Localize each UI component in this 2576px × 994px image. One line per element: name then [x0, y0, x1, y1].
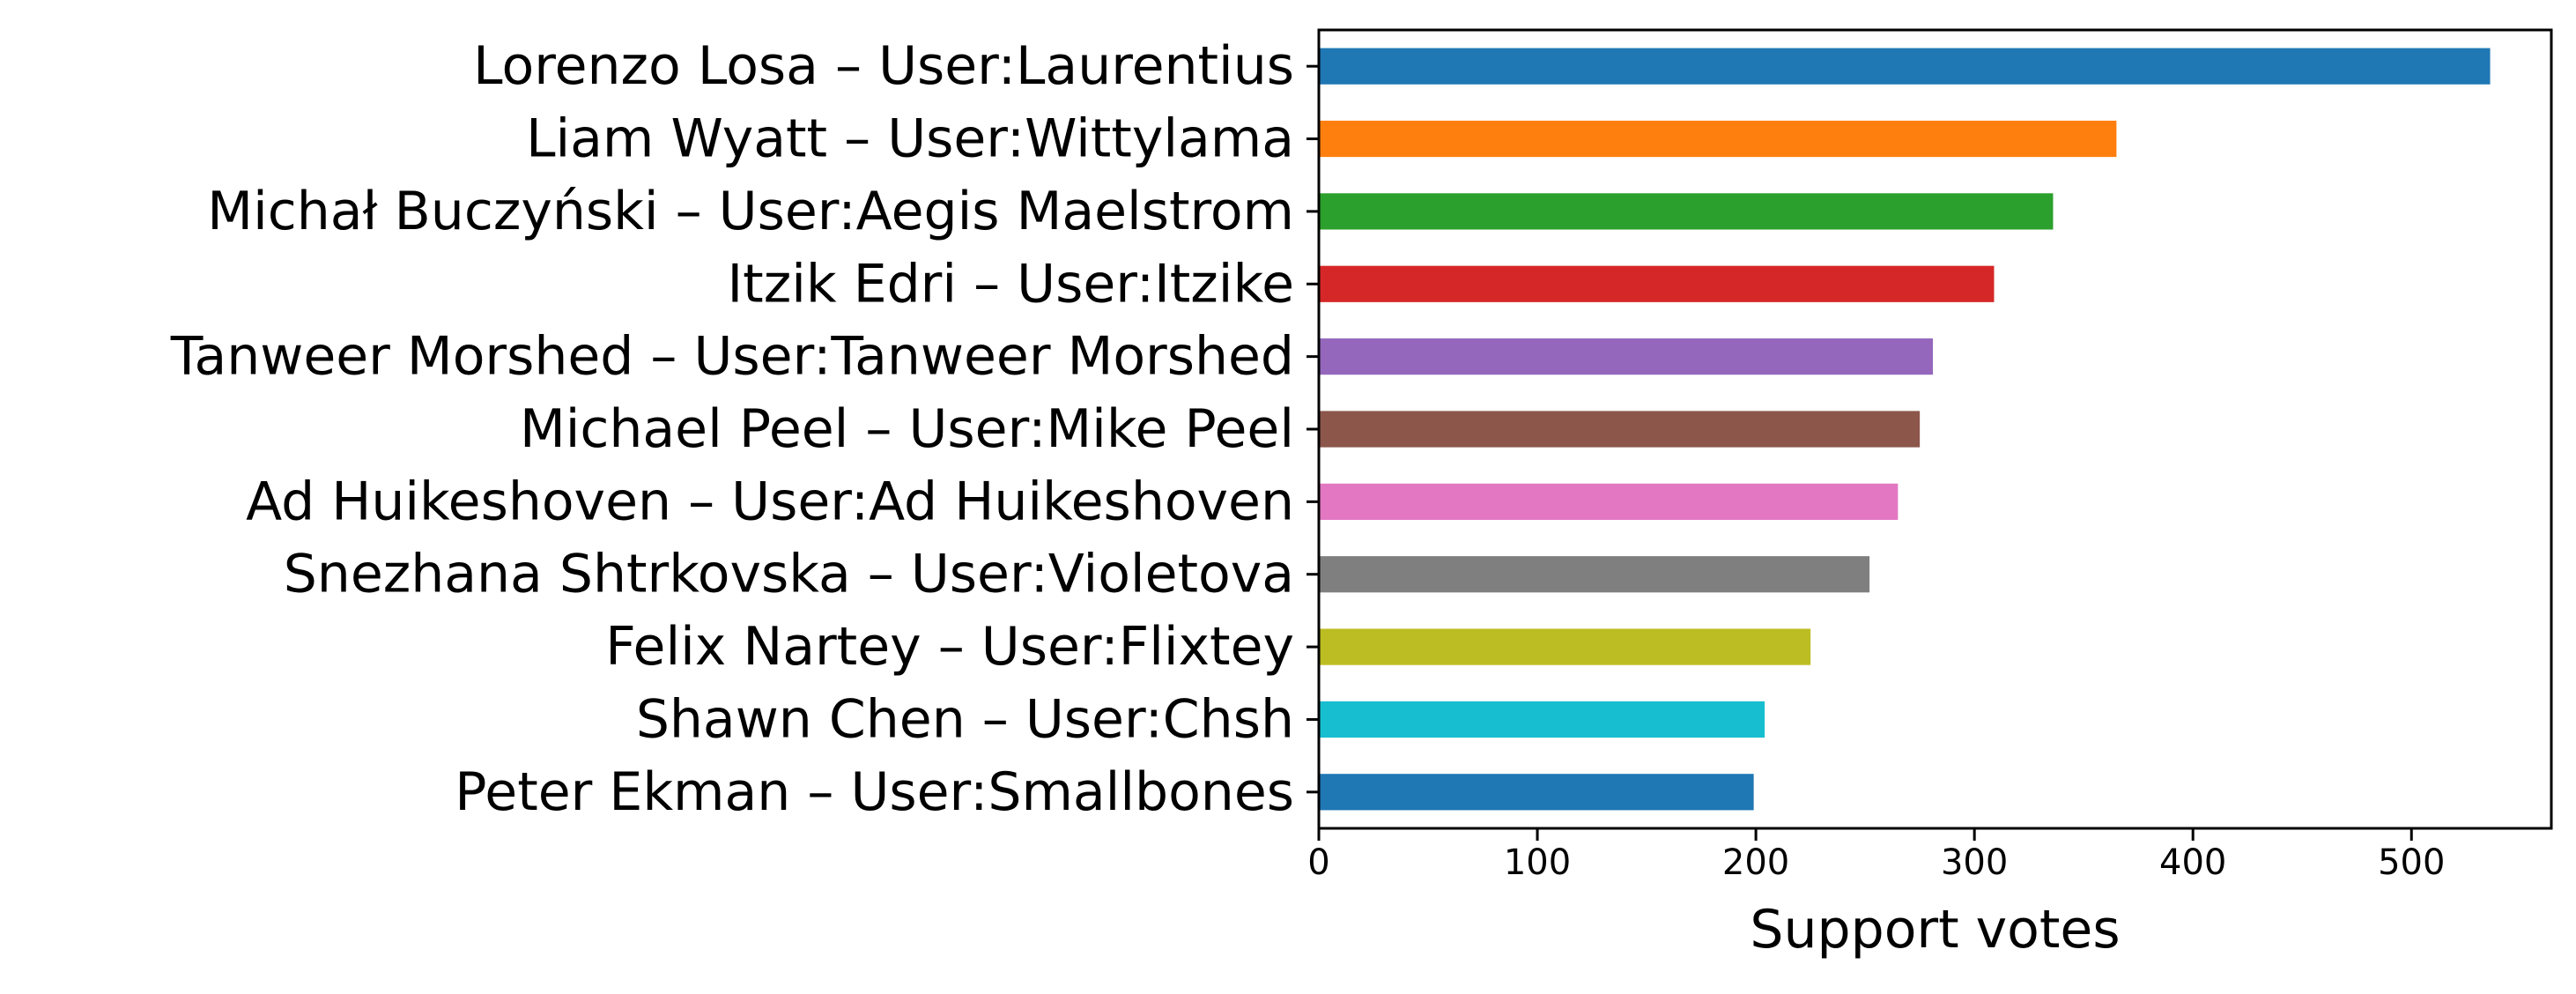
bar — [1319, 628, 1811, 665]
category-label: Ad Huikeshoven – User:Ad Huikeshoven — [246, 471, 1294, 532]
bar — [1319, 265, 1995, 302]
x-tick-label: 100 — [1504, 842, 1571, 883]
bar — [1319, 701, 1765, 738]
bar — [1319, 556, 1870, 593]
bar — [1319, 483, 1899, 520]
bar — [1319, 411, 1921, 448]
x-tick-label: 200 — [1722, 842, 1789, 883]
category-label: Lorenzo Losa – User:Laurentius — [473, 35, 1294, 97]
category-label: Felix Nartey – User:Flixtey — [605, 616, 1294, 678]
category-label: Peter Ekman – User:Smallbones — [455, 761, 1294, 823]
category-label: Michael Peel – User:Mike Peel — [520, 398, 1294, 460]
plot-frame — [1317, 28, 2553, 830]
category-label: Tanweer Morshed – User:Tanweer Morshed — [170, 326, 1294, 388]
bar — [1319, 338, 1934, 375]
x-tick-label: 0 — [1307, 842, 1329, 883]
x-tick-label: 500 — [2378, 842, 2445, 883]
x-tick-label: 300 — [1941, 842, 2008, 883]
bar — [1319, 120, 2117, 158]
category-label: Snezhana Shtrkovska – User:Violetova — [284, 544, 1294, 605]
x-axis-title: Support votes — [1750, 899, 2120, 961]
category-label: Shawn Chen – User:Chsh — [636, 688, 1294, 750]
category-label: Michał Buczyński – User:Aegis Maelstrom — [207, 181, 1294, 242]
bar — [1319, 774, 1754, 811]
bar — [1319, 193, 2054, 230]
bars-layer — [1319, 48, 2491, 811]
bar — [1319, 48, 2491, 85]
category-labels: Lorenzo Losa – User:Laurentius Liam Wyatt… — [170, 35, 1319, 823]
category-label: Itzik Edri – User:Itzike — [727, 253, 1294, 315]
x-axis-ticks: 0 100 200 300 400 500 — [1307, 828, 2445, 883]
category-label: Liam Wyatt – User:Wittylama — [526, 108, 1294, 170]
x-tick-label: 400 — [2159, 842, 2226, 883]
